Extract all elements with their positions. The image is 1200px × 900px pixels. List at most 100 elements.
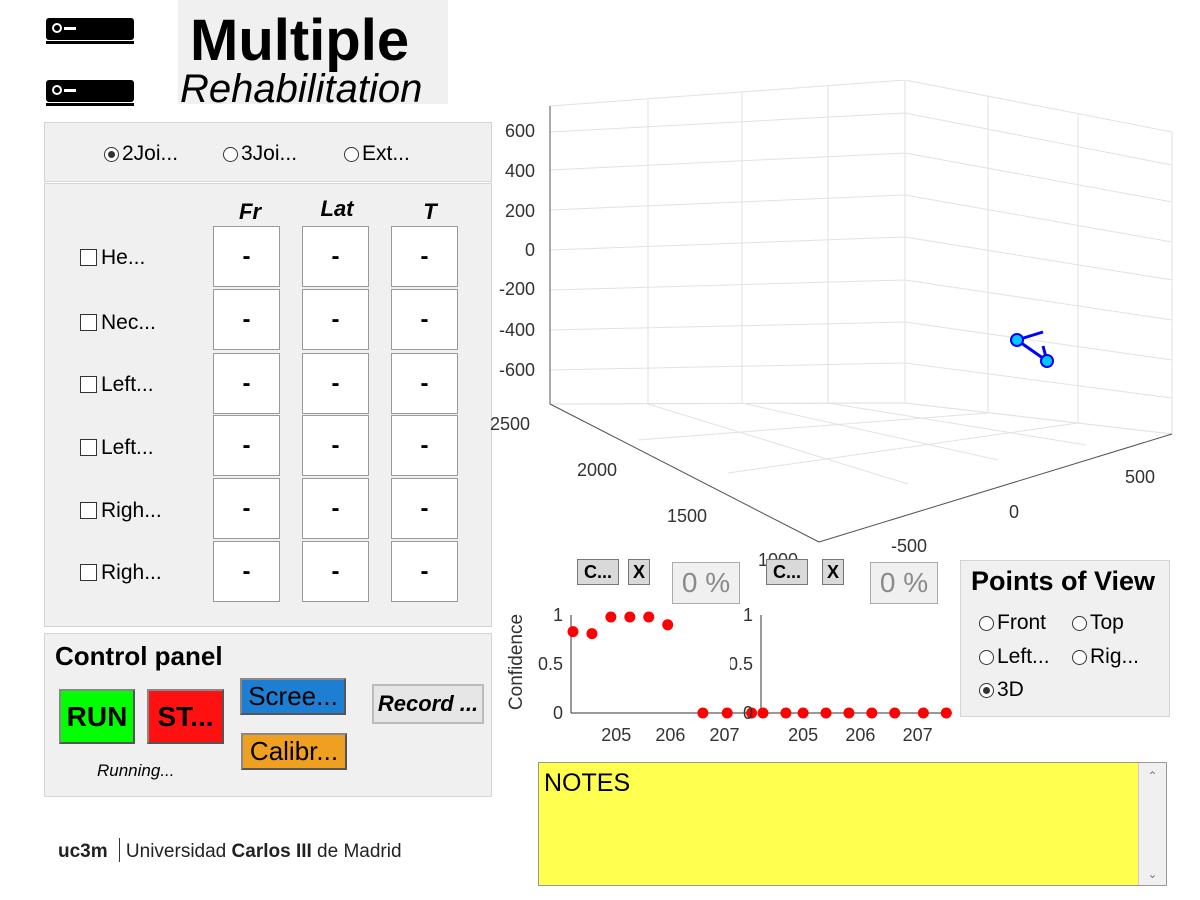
skeleton-segment [1010, 330, 1054, 368]
radio-icon[interactable] [979, 616, 994, 631]
value-cell: - [302, 478, 369, 539]
confidence-chart-2: 0 0.5 1 205 206 207 [730, 605, 952, 745]
close-button-1[interactable]: X [628, 559, 650, 585]
joint-row-neck[interactable]: Nec... [80, 311, 156, 335]
grid-lines [549, 80, 1173, 543]
checkbox-icon[interactable] [80, 314, 97, 331]
radio-icon[interactable] [344, 147, 359, 162]
x-tick: 0 [1009, 502, 1019, 522]
confidence-button-1[interactable]: C... [577, 559, 619, 585]
checkbox-icon[interactable] [80, 564, 97, 581]
radio-icon[interactable] [1072, 616, 1087, 631]
checkbox-icon[interactable] [80, 439, 97, 456]
run-button[interactable]: RUN [59, 689, 135, 744]
value-cell: - [391, 415, 458, 476]
confidence-point [643, 611, 655, 623]
university-suffix: de Madrid [311, 841, 402, 862]
skeleton-3d-plot[interactable]: 600 400 200 0 -200 -400 -600 2500 2000 1… [488, 80, 1200, 570]
radio-selected-icon[interactable] [979, 683, 994, 698]
percent-display-2: 0 % [870, 562, 938, 604]
stop-button[interactable]: ST... [147, 689, 224, 744]
column-header-frontal: Fr [239, 199, 261, 224]
notes-textarea[interactable] [539, 763, 1139, 885]
confidence-point [780, 707, 792, 719]
view-option-3d[interactable]: 3D [979, 678, 1024, 702]
x-tick-label: 207 [903, 725, 933, 745]
logo-divider [118, 838, 120, 862]
z-tick: 600 [505, 121, 535, 141]
view-option-left[interactable]: Left... [979, 645, 1050, 669]
scroll-down-icon[interactable]: ⌄ [1147, 867, 1158, 881]
points-of-view-title: Points of View [971, 566, 1156, 596]
confidence-point [866, 707, 878, 719]
joint-row-right-2[interactable]: Righ... [80, 561, 162, 585]
z-tick: 400 [505, 161, 535, 181]
control-panel-title: Control panel [55, 641, 223, 671]
app-title: Multiple Rehabilitation [178, 0, 448, 104]
record-button[interactable]: Record ... [372, 684, 484, 724]
mode-option-2joints[interactable]: 2Joi... [104, 142, 178, 166]
data-points [567, 611, 758, 719]
confidence-point [605, 611, 617, 623]
checkbox-icon[interactable] [80, 376, 97, 393]
joint-marker [1010, 333, 1024, 347]
close-button-2[interactable]: X [822, 559, 844, 585]
radio-selected-icon[interactable] [104, 147, 119, 162]
value-cell: - [213, 289, 280, 350]
z-tick: 200 [505, 201, 535, 221]
confidence-point [567, 626, 579, 638]
kinect-sensor-icon [46, 18, 134, 44]
z-tick: -200 [499, 279, 535, 299]
scroll-up-icon[interactable]: ⌃ [1147, 769, 1158, 783]
mode-option-ext[interactable]: Ext... [344, 142, 410, 166]
view-option-front[interactable]: Front [979, 611, 1046, 635]
joint-marker [1040, 354, 1054, 368]
confidence-point [797, 707, 809, 719]
confidence-point [624, 611, 636, 623]
confidence-point [820, 707, 832, 719]
value-cell: - [213, 415, 280, 476]
joint-row-left-2[interactable]: Left... [80, 436, 154, 460]
x-tick: 500 [1125, 467, 1155, 487]
university-prefix: Universidad [125, 841, 232, 862]
x-tick-label: 206 [845, 725, 875, 745]
confidence-button-2[interactable]: C... [766, 559, 808, 585]
screenshot-button[interactable]: Scree... [240, 678, 346, 715]
z-axis-ticks: 600 400 200 0 -200 -400 -600 [499, 121, 535, 380]
confidence-point [746, 707, 758, 719]
value-cell: - [213, 478, 280, 539]
z-tick: 0 [525, 240, 535, 260]
checkbox-icon[interactable] [80, 249, 97, 266]
notes-box[interactable]: ⌃ ⌄ [538, 762, 1167, 886]
column-header-transverse: T [423, 199, 437, 224]
tick-labels: 0 0.5 1 205 206 207 [730, 605, 933, 745]
view-option-right[interactable]: Rig... [1072, 645, 1139, 669]
value-cell: - [391, 353, 458, 414]
joint-row-right-1[interactable]: Righ... [80, 499, 162, 523]
y-tick: 1500 [667, 506, 707, 526]
value-cell: - [391, 226, 458, 287]
title-main: Multiple [190, 8, 410, 73]
view-option-top[interactable]: Top [1072, 611, 1124, 635]
radio-icon[interactable] [223, 147, 238, 162]
confidence-point [662, 619, 674, 631]
university-bold: Carlos III [231, 841, 312, 862]
radio-icon[interactable] [1072, 650, 1087, 665]
y-tick: 2500 [490, 414, 530, 434]
mode-option-3joints[interactable]: 3Joi... [223, 142, 297, 166]
joint-row-head[interactable]: He... [80, 246, 145, 270]
x-tick-label: 207 [710, 725, 740, 745]
notes-scrollbar[interactable]: ⌃ ⌄ [1138, 763, 1166, 885]
confidence-chart-1: Confidence 0 0.5 1 205 206 207 [506, 605, 758, 745]
confidence-point [721, 707, 733, 719]
joint-row-left-1[interactable]: Left... [80, 373, 154, 397]
y-tick-label: 0.5 [730, 654, 753, 674]
column-header-lateral: Lat [320, 196, 354, 221]
radio-icon[interactable] [979, 650, 994, 665]
value-cell: - [391, 289, 458, 350]
y-tick: 2000 [577, 460, 617, 480]
calibrate-button[interactable]: Calibr... [241, 733, 347, 770]
checkbox-icon[interactable] [80, 502, 97, 519]
x-tick-label: 205 [601, 725, 631, 745]
value-cell: - [302, 289, 369, 350]
